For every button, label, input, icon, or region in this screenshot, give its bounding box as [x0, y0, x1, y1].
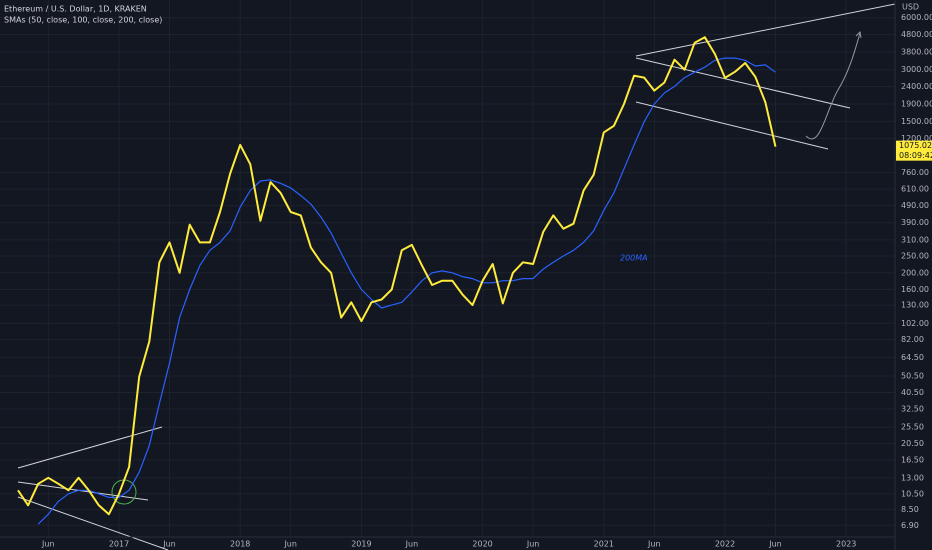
x-tick-label: 2019	[351, 540, 371, 549]
y-tick-label: 610.00	[901, 185, 929, 194]
x-tick-label: Jun	[405, 540, 419, 549]
y-tick-label: 8.50	[901, 505, 919, 514]
x-tick-label: 2020	[472, 540, 492, 549]
y-tick-label: 50.50	[901, 371, 924, 380]
y-tick-label: 6.90	[901, 521, 919, 530]
y-tick-label: 10.50	[901, 489, 924, 498]
x-tick-label: Jun	[283, 540, 297, 549]
y-tick-label: 490.00	[901, 201, 929, 210]
y-tick-label: 64.50	[901, 353, 924, 362]
y-tick-label: 160.00	[901, 285, 929, 294]
y-tick-label: 40.50	[901, 388, 924, 397]
arrow-head	[855, 30, 862, 39]
x-tick-label: 2018	[230, 540, 250, 549]
annotation: 200MA	[620, 254, 648, 263]
grid	[0, 0, 895, 537]
y-tick-label: 250.00	[901, 252, 929, 261]
y-tick-label: 13.00	[901, 473, 924, 482]
x-tick-label: Jun	[768, 540, 782, 549]
y-tick-label: 310.00	[901, 235, 929, 244]
y-tick-label: 760.00	[901, 168, 929, 177]
x-tick-label: 2022	[715, 540, 735, 549]
price-tag: 1075.02	[899, 141, 932, 150]
x-tick-label: 2017	[109, 540, 129, 549]
y-tick-label: 32.50	[901, 405, 924, 414]
series-line	[37, 57, 776, 525]
y-axis-label: USD	[902, 3, 919, 12]
y-tick-label: 25.50	[901, 423, 924, 432]
x-tick-label: 2021	[594, 540, 614, 549]
x-tick-label: Jun	[162, 540, 176, 549]
x-tick-label: Jun	[647, 540, 661, 549]
y-tick-label: 2400.00	[901, 82, 932, 91]
trend-line	[17, 496, 169, 550]
y-tick-label: 16.50	[901, 455, 924, 464]
x-tick-label: 2023	[836, 540, 856, 549]
trend-line	[635, 101, 829, 150]
y-tick-label: 1200.00	[901, 134, 932, 143]
trend-line	[17, 426, 163, 469]
indicator-label: SMAs (50, close, 100, close, 200, close)	[4, 16, 162, 25]
y-tick-label: 4800.00	[901, 30, 932, 39]
y-tick-label: 82.00	[901, 335, 924, 344]
y-tick-label: 200.00	[901, 268, 929, 277]
y-tick-label: 20.50	[901, 439, 924, 448]
trend-line	[635, 3, 896, 57]
y-tick-label: 6000.00	[901, 13, 932, 22]
y-tick-label: 390.00	[901, 218, 929, 227]
y-tick-label: 3800.00	[901, 47, 932, 56]
y-tick-label: 102.00	[901, 319, 929, 328]
x-tick-label: Jun	[526, 540, 540, 549]
price-tag-bg	[896, 140, 932, 161]
y-tick-label: 130.00	[901, 301, 929, 310]
chart-title: Ethereum / U.S. Dollar, 1D, KRAKEN	[4, 5, 147, 14]
trend-line	[17, 481, 149, 501]
y-tick-label: 1500.00	[901, 117, 932, 126]
y-tick-label: 3000.00	[901, 65, 932, 74]
x-tick-label: Jun	[41, 540, 55, 549]
projection-arrow	[805, 32, 861, 140]
series-line	[17, 36, 777, 516]
countdown: 08:09:42	[899, 151, 932, 160]
y-tick-label: 1900.00	[901, 99, 932, 108]
